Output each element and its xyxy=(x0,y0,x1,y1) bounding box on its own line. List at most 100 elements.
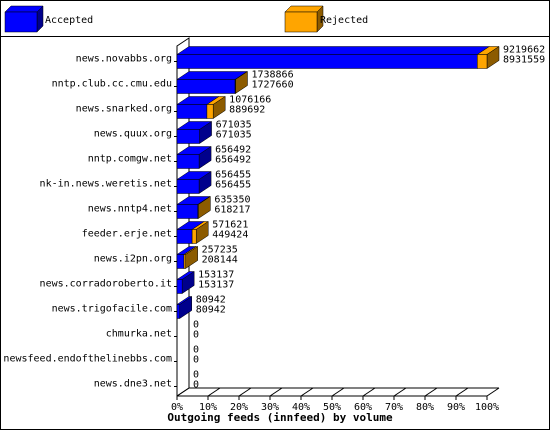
x-tick-label: 100% xyxy=(475,402,499,413)
bar-rejected-face xyxy=(197,204,199,219)
bar-accepted xyxy=(176,121,213,144)
y-tick-label: news.corradoroberto.it xyxy=(40,279,172,290)
value-label-accepted: 618217 xyxy=(214,205,250,216)
bar-accepted-face xyxy=(176,254,185,269)
value-label-accepted: 8931559 xyxy=(503,55,545,66)
value-label-offered: 0 xyxy=(193,370,199,381)
bar-rejected-face xyxy=(191,229,197,244)
bar-rejected xyxy=(183,246,199,269)
value-label-accepted: 153137 xyxy=(198,280,234,291)
bar-accepted xyxy=(176,296,193,319)
x-tick xyxy=(393,387,407,397)
x-tick-label: 70% xyxy=(385,402,403,413)
value-label-offered: 656492 xyxy=(215,145,251,156)
bar-accepted-face xyxy=(176,154,200,169)
value-label-offered: 0 xyxy=(193,320,199,331)
bar-rejected xyxy=(476,46,500,69)
value-label-offered: 571621 xyxy=(212,220,248,231)
value-label-accepted: 80942 xyxy=(196,305,226,316)
value-label-accepted: 656492 xyxy=(215,155,251,166)
bar-accepted-face xyxy=(176,54,478,69)
x-tick xyxy=(269,387,283,397)
y-tick-label: newsfeed.endofthelinebbs.com xyxy=(3,354,172,365)
x-tick xyxy=(455,387,469,397)
x-tick-label: 80% xyxy=(416,402,434,413)
x-tick-label: 10% xyxy=(199,402,217,413)
value-label-offered: 0 xyxy=(193,345,199,356)
value-label-offered: 1738866 xyxy=(251,70,293,81)
legend-swatch-top xyxy=(4,5,44,13)
value-label-offered: 9219662 xyxy=(503,45,545,56)
bar-accepted-face xyxy=(176,229,193,244)
legend-swatch xyxy=(284,11,318,33)
value-label-accepted: 208144 xyxy=(202,255,238,266)
legend-swatch xyxy=(4,11,38,33)
value-label-accepted: 0 xyxy=(193,355,199,366)
y-tick-label: nntp.comgw.net xyxy=(88,154,172,165)
x-tick-label: 90% xyxy=(447,402,465,413)
y-tick-label: news.i2pn.org xyxy=(94,254,172,265)
x-tick-label: 20% xyxy=(230,402,248,413)
bar-accepted-face xyxy=(176,279,183,294)
bar-rejected xyxy=(196,196,212,219)
x-tick xyxy=(331,387,345,397)
x-tick xyxy=(176,387,190,397)
value-label-offered: 635350 xyxy=(214,195,250,206)
bar-rejected xyxy=(191,221,210,244)
bar-accepted xyxy=(176,146,212,169)
bar-rejected xyxy=(206,96,227,119)
bar-accepted-face xyxy=(176,204,199,219)
x-tick xyxy=(300,387,314,397)
value-label-offered: 257235 xyxy=(202,245,238,256)
legend-swatch-top xyxy=(284,5,324,13)
bar-accepted-face xyxy=(176,104,208,119)
y-tick-label: news.novabbs.org xyxy=(76,54,172,65)
y-tick-label: news.quux.org xyxy=(94,129,172,140)
value-label-accepted: 889692 xyxy=(229,105,265,116)
x-tick-label: 30% xyxy=(261,402,279,413)
bar-accepted-face xyxy=(176,79,236,94)
bar-accepted-face xyxy=(176,46,491,55)
legend-label: Accepted xyxy=(45,15,93,26)
y-tick-label: news.snarked.org xyxy=(76,104,172,115)
chart-title: Outgoing feeds (innfeed) by volume xyxy=(167,411,393,424)
x-tick-label: 40% xyxy=(292,402,310,413)
bar-accepted-face xyxy=(176,304,180,319)
value-label-offered: 1076166 xyxy=(229,95,271,106)
x-tick xyxy=(486,387,500,397)
y-tick-label: news.trigofacile.com xyxy=(52,304,172,315)
value-label-offered: 656455 xyxy=(215,170,251,181)
legend-label: Rejected xyxy=(320,15,368,26)
y-tick-label: feeder.erje.net xyxy=(82,229,172,240)
x-tick xyxy=(238,387,252,397)
bar-rejected-face xyxy=(183,254,186,269)
value-label-accepted: 671035 xyxy=(216,130,252,141)
value-label-accepted: 0 xyxy=(193,380,199,391)
y-tick-label: nntp.club.cc.cmu.edu xyxy=(52,79,172,90)
value-label-accepted: 0 xyxy=(193,330,199,341)
y-tick-label: news.dne3.net xyxy=(94,379,172,390)
x-tick xyxy=(362,387,376,397)
bar-rejected-face xyxy=(477,54,488,69)
value-label-offered: 80942 xyxy=(196,295,226,306)
x-tick-label: 50% xyxy=(323,402,341,413)
bar-accepted xyxy=(176,271,195,294)
y-tick-label: nk-in.news.weretis.net xyxy=(40,179,172,190)
value-label-accepted: 1727660 xyxy=(251,80,293,91)
value-label-offered: 671035 xyxy=(216,120,252,131)
x-tick xyxy=(207,387,221,397)
bar-accepted xyxy=(176,46,491,69)
bar-rejected-face xyxy=(206,104,214,119)
y-tick-label: chmurka.net xyxy=(106,329,172,340)
value-label-accepted: 449424 xyxy=(212,230,248,241)
bar-accepted xyxy=(176,171,212,194)
x-tick-label: 0% xyxy=(171,402,183,413)
bar-accepted-face xyxy=(176,179,200,194)
y-tick-label: news.nntp4.net xyxy=(88,204,172,215)
x-tick xyxy=(424,387,438,397)
value-label-offered: 153137 xyxy=(198,270,234,281)
x-tick-label: 60% xyxy=(354,402,372,413)
value-label-accepted: 656455 xyxy=(215,180,251,191)
